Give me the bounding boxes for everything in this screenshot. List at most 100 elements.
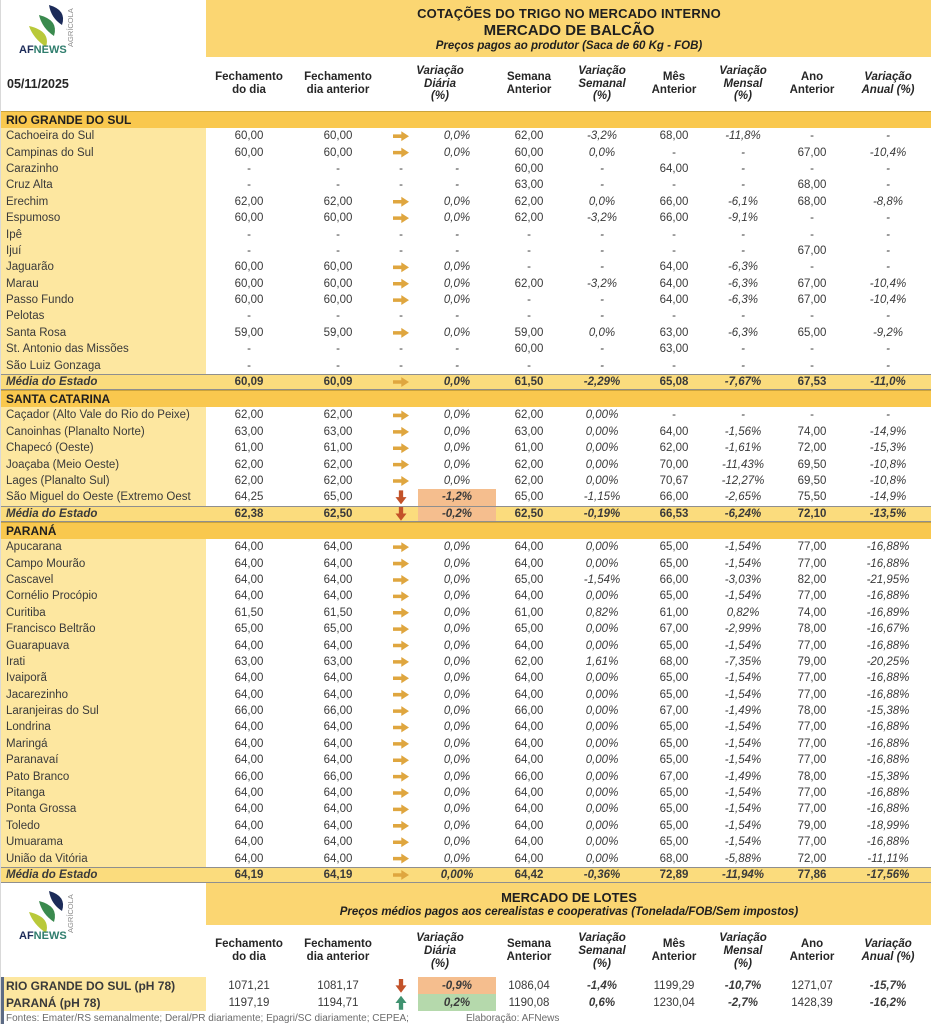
price-cell: 68,00 — [642, 850, 706, 867]
price-cell: 65,00 — [496, 489, 562, 506]
down-arrow-icon — [395, 978, 407, 993]
trend-cell — [384, 620, 418, 638]
table-row: Pato Branco 66,00 66,00 0,0% 66,00 0,00% 67,00… — [1, 768, 931, 785]
price-cell: 61,50 — [496, 374, 562, 390]
afnews-leaf-logo: AFNEWS AGRÍCOLA — [19, 4, 75, 55]
price-cell: 65,00 — [780, 324, 844, 342]
variation-cell: 0,00% — [562, 670, 642, 687]
variation-cell: 0,0% — [418, 571, 496, 589]
price-cell: - — [496, 242, 562, 260]
price-cell: 64,00 — [206, 801, 292, 818]
variation-cell: - — [562, 242, 642, 260]
price-cell: 64,00 — [496, 555, 562, 572]
price-cell: 60,00 — [206, 291, 292, 309]
variation-cell: -11,94% — [706, 867, 780, 883]
price-cell: 67,00 — [780, 144, 844, 161]
price-cell: 63,00 — [206, 653, 292, 671]
table-row: Ipê - - - - - - - - - - — [1, 226, 931, 243]
price-cell: 64,00 — [496, 752, 562, 769]
column-header: Fechamento dia anterior — [304, 71, 372, 96]
price-cell: 64,00 — [642, 160, 706, 178]
price-cell: 62,00 — [206, 407, 292, 424]
trend-cell — [384, 472, 418, 490]
variation-cell: -0,19% — [562, 506, 642, 521]
price-cell: 60,00 — [292, 209, 384, 227]
column-header: Variação Anual (%) — [861, 71, 915, 96]
variation-cell: 0,00% — [562, 719, 642, 736]
column-header: Variação Mensal (%) — [719, 64, 767, 103]
right-arrow-icon — [393, 820, 409, 831]
price-cell: 64,00 — [496, 817, 562, 835]
variation-cell: -7,67% — [706, 374, 780, 390]
city-name: Paranavaí — [1, 752, 206, 769]
price-cell: 1199,29 — [642, 977, 706, 995]
variation-cell: 0,00% — [562, 834, 642, 851]
city-name: Média do Estado — [1, 506, 206, 521]
variation-cell: 0,0% — [418, 620, 496, 638]
right-arrow-icon — [393, 278, 409, 289]
price-cell: 65,00 — [496, 620, 562, 638]
price-cell: - — [206, 177, 292, 194]
price-cell: 62,38 — [206, 506, 292, 521]
variation-cell: -13,5% — [844, 506, 931, 521]
variation-cell: -10,4% — [844, 291, 931, 309]
variation-cell: 0,00% — [562, 801, 642, 818]
price-cell: 64,00 — [292, 555, 384, 572]
city-name: Ijuí — [1, 242, 206, 260]
variation-cell: -14,9% — [844, 423, 931, 441]
variation-cell: -6,3% — [706, 275, 780, 292]
price-cell: 1081,17 — [292, 977, 384, 995]
price-cell: 66,00 — [496, 702, 562, 720]
right-arrow-icon — [393, 738, 409, 749]
price-cell: - — [642, 144, 706, 161]
svg-text:AFNEWS: AFNEWS — [19, 44, 67, 55]
trend-cell — [384, 653, 418, 671]
variation-cell: -16,88% — [844, 670, 931, 687]
variation-cell: - — [418, 308, 496, 325]
city-name: Maringá — [1, 735, 206, 753]
left-edge-strip — [1, 977, 4, 1024]
price-cell: 64,00 — [496, 637, 562, 654]
price-cell: 65,00 — [292, 489, 384, 506]
city-name: Irati — [1, 653, 206, 671]
city-name: Cachoeira do Sul — [1, 128, 206, 145]
variation-cell: -6,24% — [706, 506, 780, 521]
city-name: Umuarama — [1, 834, 206, 851]
variation-cell: - — [562, 259, 642, 276]
price-cell: 72,00 — [780, 850, 844, 867]
variation-cell: - — [706, 357, 780, 374]
price-cell: 77,00 — [780, 719, 844, 736]
trend-cell — [384, 489, 418, 506]
right-arrow-icon — [393, 673, 409, 684]
city-name: Santa Rosa — [1, 324, 206, 342]
price-cell: 64,00 — [496, 719, 562, 736]
price-cell: 64,00 — [206, 588, 292, 605]
right-arrow-icon — [393, 410, 409, 421]
table-row: Ijuí - - - - - - - -67,00- — [1, 242, 931, 260]
price-cell: 60,00 — [206, 144, 292, 161]
table-row: Campo Mourão 64,00 64,00 0,0% 64,00 0,00% 65,0… — [1, 555, 931, 572]
variation-cell: 0,00% — [562, 538, 642, 556]
price-cell: 1194,71 — [292, 994, 384, 1012]
right-arrow-icon — [393, 640, 409, 651]
price-cell: 64,00 — [206, 817, 292, 835]
price-cell: 77,00 — [780, 538, 844, 556]
city-name: Jacarezinho — [1, 686, 206, 703]
city-name: Pelotas — [1, 308, 206, 325]
city-name: Carazinho — [1, 160, 206, 178]
variation-cell: 0,0% — [418, 686, 496, 703]
price-cell: - — [780, 128, 844, 145]
variation-cell: -2,99% — [706, 620, 780, 638]
price-cell: 62,00 — [496, 128, 562, 145]
section-header: SANTA CATARINA — [1, 390, 931, 408]
variation-cell: - — [418, 357, 496, 374]
variation-cell: -10,4% — [844, 275, 931, 292]
variation-cell: 0,00% — [562, 423, 642, 441]
svg-text:AGRÍCOLA: AGRÍCOLA — [66, 8, 75, 47]
column-header-row: 05/11/2025 Fechamento do dia Fechamento di… — [1, 57, 931, 111]
variation-cell: -16,88% — [844, 555, 931, 572]
price-cell: 77,00 — [780, 670, 844, 687]
variation-cell: 0,0% — [562, 144, 642, 161]
price-cell: 64,00 — [292, 850, 384, 867]
variation-cell: -16,88% — [844, 719, 931, 736]
